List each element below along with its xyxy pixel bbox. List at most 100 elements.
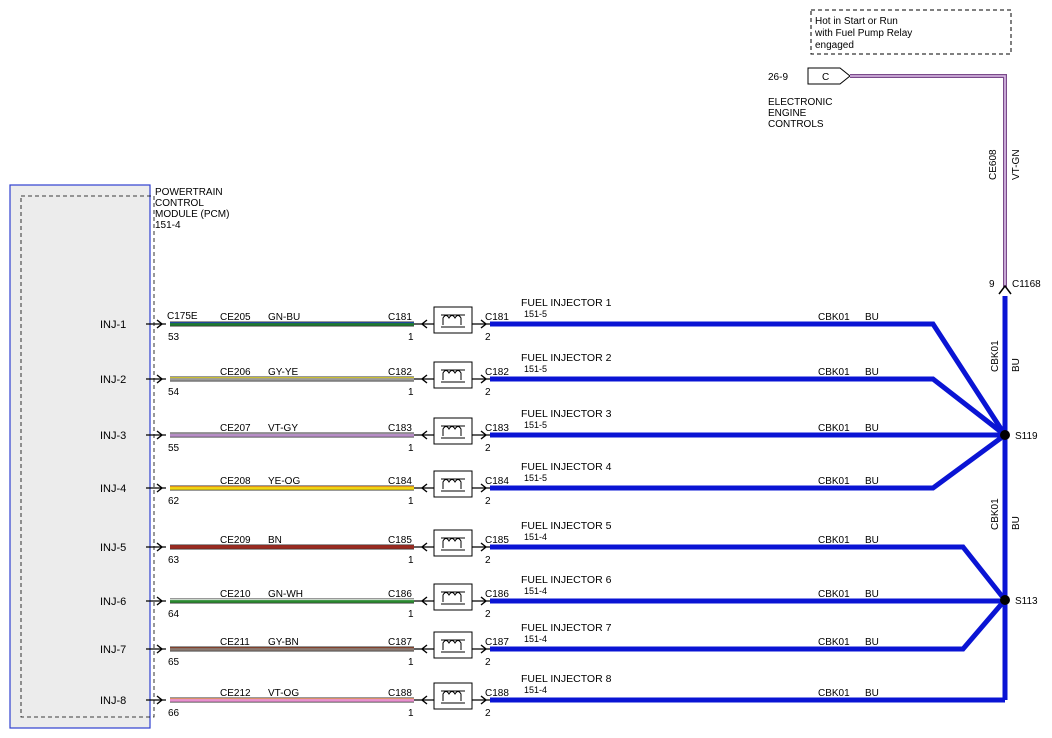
bus-upper-circuit: CBK01 [990,340,1001,372]
harness-connector-name: C183 [388,423,412,434]
c1168-pin: 9 [989,279,995,290]
ground-wire-circuit: CBK01 [818,423,850,434]
injector-connector-pin: 2 [485,657,491,668]
feed-wire-color-code: VT-GN [1011,149,1022,180]
ground-bus: CBK01 BU CBK01 BU [990,296,1022,700]
source-label-line-2: ENGINE [768,108,807,119]
harness-connector-pin: 1 [408,496,414,507]
injector-ground-wire [490,321,1008,437]
injector-connector-pin: 2 [485,555,491,566]
connector-c1168: 9 C1168 [989,279,1041,295]
pcm-pin-arrow-icon [156,695,164,705]
c1168-name: C1168 [1012,279,1041,290]
injector-ref: 151-4 [524,685,547,695]
splice-s119-label: S119 [1015,431,1038,442]
injector-coil-icon [433,583,473,611]
source-ref: 26-9 [768,72,788,83]
pcm-signal-label: INJ-2 [100,374,126,386]
harness-connector-name: C182 [388,367,412,378]
injector-connector-name: C183 [485,423,509,434]
injector-pin-arrow-icon [480,319,488,329]
channel-row-8: INJ-8 66 CE212 VT-OG C188 1 C188 2 FUEL INJECTOR… [100,673,1005,719]
pcm-signal-label: INJ-8 [100,695,126,707]
injector-connector-name: C182 [485,367,509,378]
injector-name: FUEL INJECTOR 1 [521,297,612,309]
power-note: Hot in Start or Run with Fuel Pump Relay… [810,9,1012,55]
injector-connector-name: C188 [485,688,509,699]
splice-s113: S113 [1000,595,1038,607]
bus-lower-color-code: BU [1011,516,1022,530]
ground-wire-circuit: CBK01 [818,476,850,487]
pcm-pin-arrow-icon [156,542,164,552]
injector-connector-pin: 2 [485,708,491,719]
source-connector: 26-9 C ELECTRONIC ENGINE CONTROLS [768,67,851,130]
ground-wire-color-code: BU [865,637,879,648]
injector-coil-icon [433,306,473,334]
injector-pin-arrow-icon [480,596,488,606]
signal-color-code: BN [268,535,282,546]
connector-arrow-icon [420,430,428,440]
signal-circuit-id: CE210 [220,589,251,600]
connector-arrow-icon [420,695,428,705]
pcm-pin-number: 55 [168,443,180,454]
injector-pin-arrow-icon [480,430,488,440]
power-note-line-2: with Fuel Pump Relay [814,28,912,39]
injector-ref: 151-5 [524,420,547,430]
harness-connector-name: C188 [388,688,412,699]
pcm-signal-label: INJ-7 [100,644,126,656]
harness-connector-pin: 1 [408,609,414,620]
harness-connector-pin: 1 [408,657,414,668]
pcm-pin-number: 64 [168,609,180,620]
injector-connector-pin: 2 [485,443,491,454]
injector-name: FUEL INJECTOR 8 [521,673,612,685]
signal-circuit-id: CE206 [220,367,251,378]
pcm-pin-number: 63 [168,555,180,566]
channel-row-4: INJ-4 62 CE208 YE-OG C184 1 C184 2 FUEL INJECTOR… [100,432,1007,507]
injector-connector-pin: 2 [485,496,491,507]
pcm-label-line-3: MODULE (PCM) [155,209,229,220]
ground-wire-color-code: BU [865,476,879,487]
connector-arrow-icon [420,596,428,606]
injector-coil-icon [433,529,473,557]
injector-name: FUEL INJECTOR 7 [521,622,612,634]
ground-wire-circuit: CBK01 [818,589,850,600]
injector-ground-wire [490,544,1007,602]
pcm-pin-number: 53 [168,332,180,343]
ground-wire-color-code: BU [865,688,879,699]
pcm-pin-number: 62 [168,496,180,507]
channel-row-2: INJ-2 54 CE206 GY-YE C182 1 C182 2 FUEL INJECTOR… [100,352,1007,437]
signal-color-code: VT-GY [268,423,298,434]
injector-name: FUEL INJECTOR 4 [521,461,612,473]
pcm-label-line-4: 151-4 [155,220,181,231]
injector-coil-icon [433,470,473,498]
pcm-pin-arrow-icon [156,319,164,329]
pcm-signal-label: INJ-5 [100,542,126,554]
signal-circuit-id: CE207 [220,423,251,434]
injector-coil-icon [433,361,473,389]
signal-circuit-id: CE211 [220,637,250,648]
channel-row-7: INJ-7 65 CE211 GY-BN C187 1 C187 2 FUEL INJECTOR… [100,598,1007,668]
harness-connector-pin: 1 [408,332,414,343]
injector-connector-name: C187 [485,637,509,648]
harness-connector-pin: 1 [408,708,414,719]
signal-circuit-id: CE205 [220,312,251,323]
injector-ref: 151-4 [524,586,547,596]
injector-pin-arrow-icon [480,644,488,654]
harness-connector-name: C181 [388,312,412,323]
ground-wire-color-code: BU [865,589,879,600]
injector-pin-arrow-icon [480,542,488,552]
injector-connector-pin: 2 [485,387,491,398]
pcm-signal-label: INJ-3 [100,430,126,442]
harness-connector-pin: 1 [408,443,414,454]
signal-color-code: GY-BN [268,637,299,648]
ground-wire-color-code: BU [865,312,879,323]
pcm-pin-arrow-icon [156,374,164,384]
injector-coil-icon [433,631,473,659]
ground-wire-color-code: BU [865,423,879,434]
injector-name: FUEL INJECTOR 6 [521,574,612,586]
power-note-line-1: Hot in Start or Run [815,16,898,27]
ground-wire-circuit: CBK01 [818,535,850,546]
injector-ref: 151-4 [524,634,547,644]
